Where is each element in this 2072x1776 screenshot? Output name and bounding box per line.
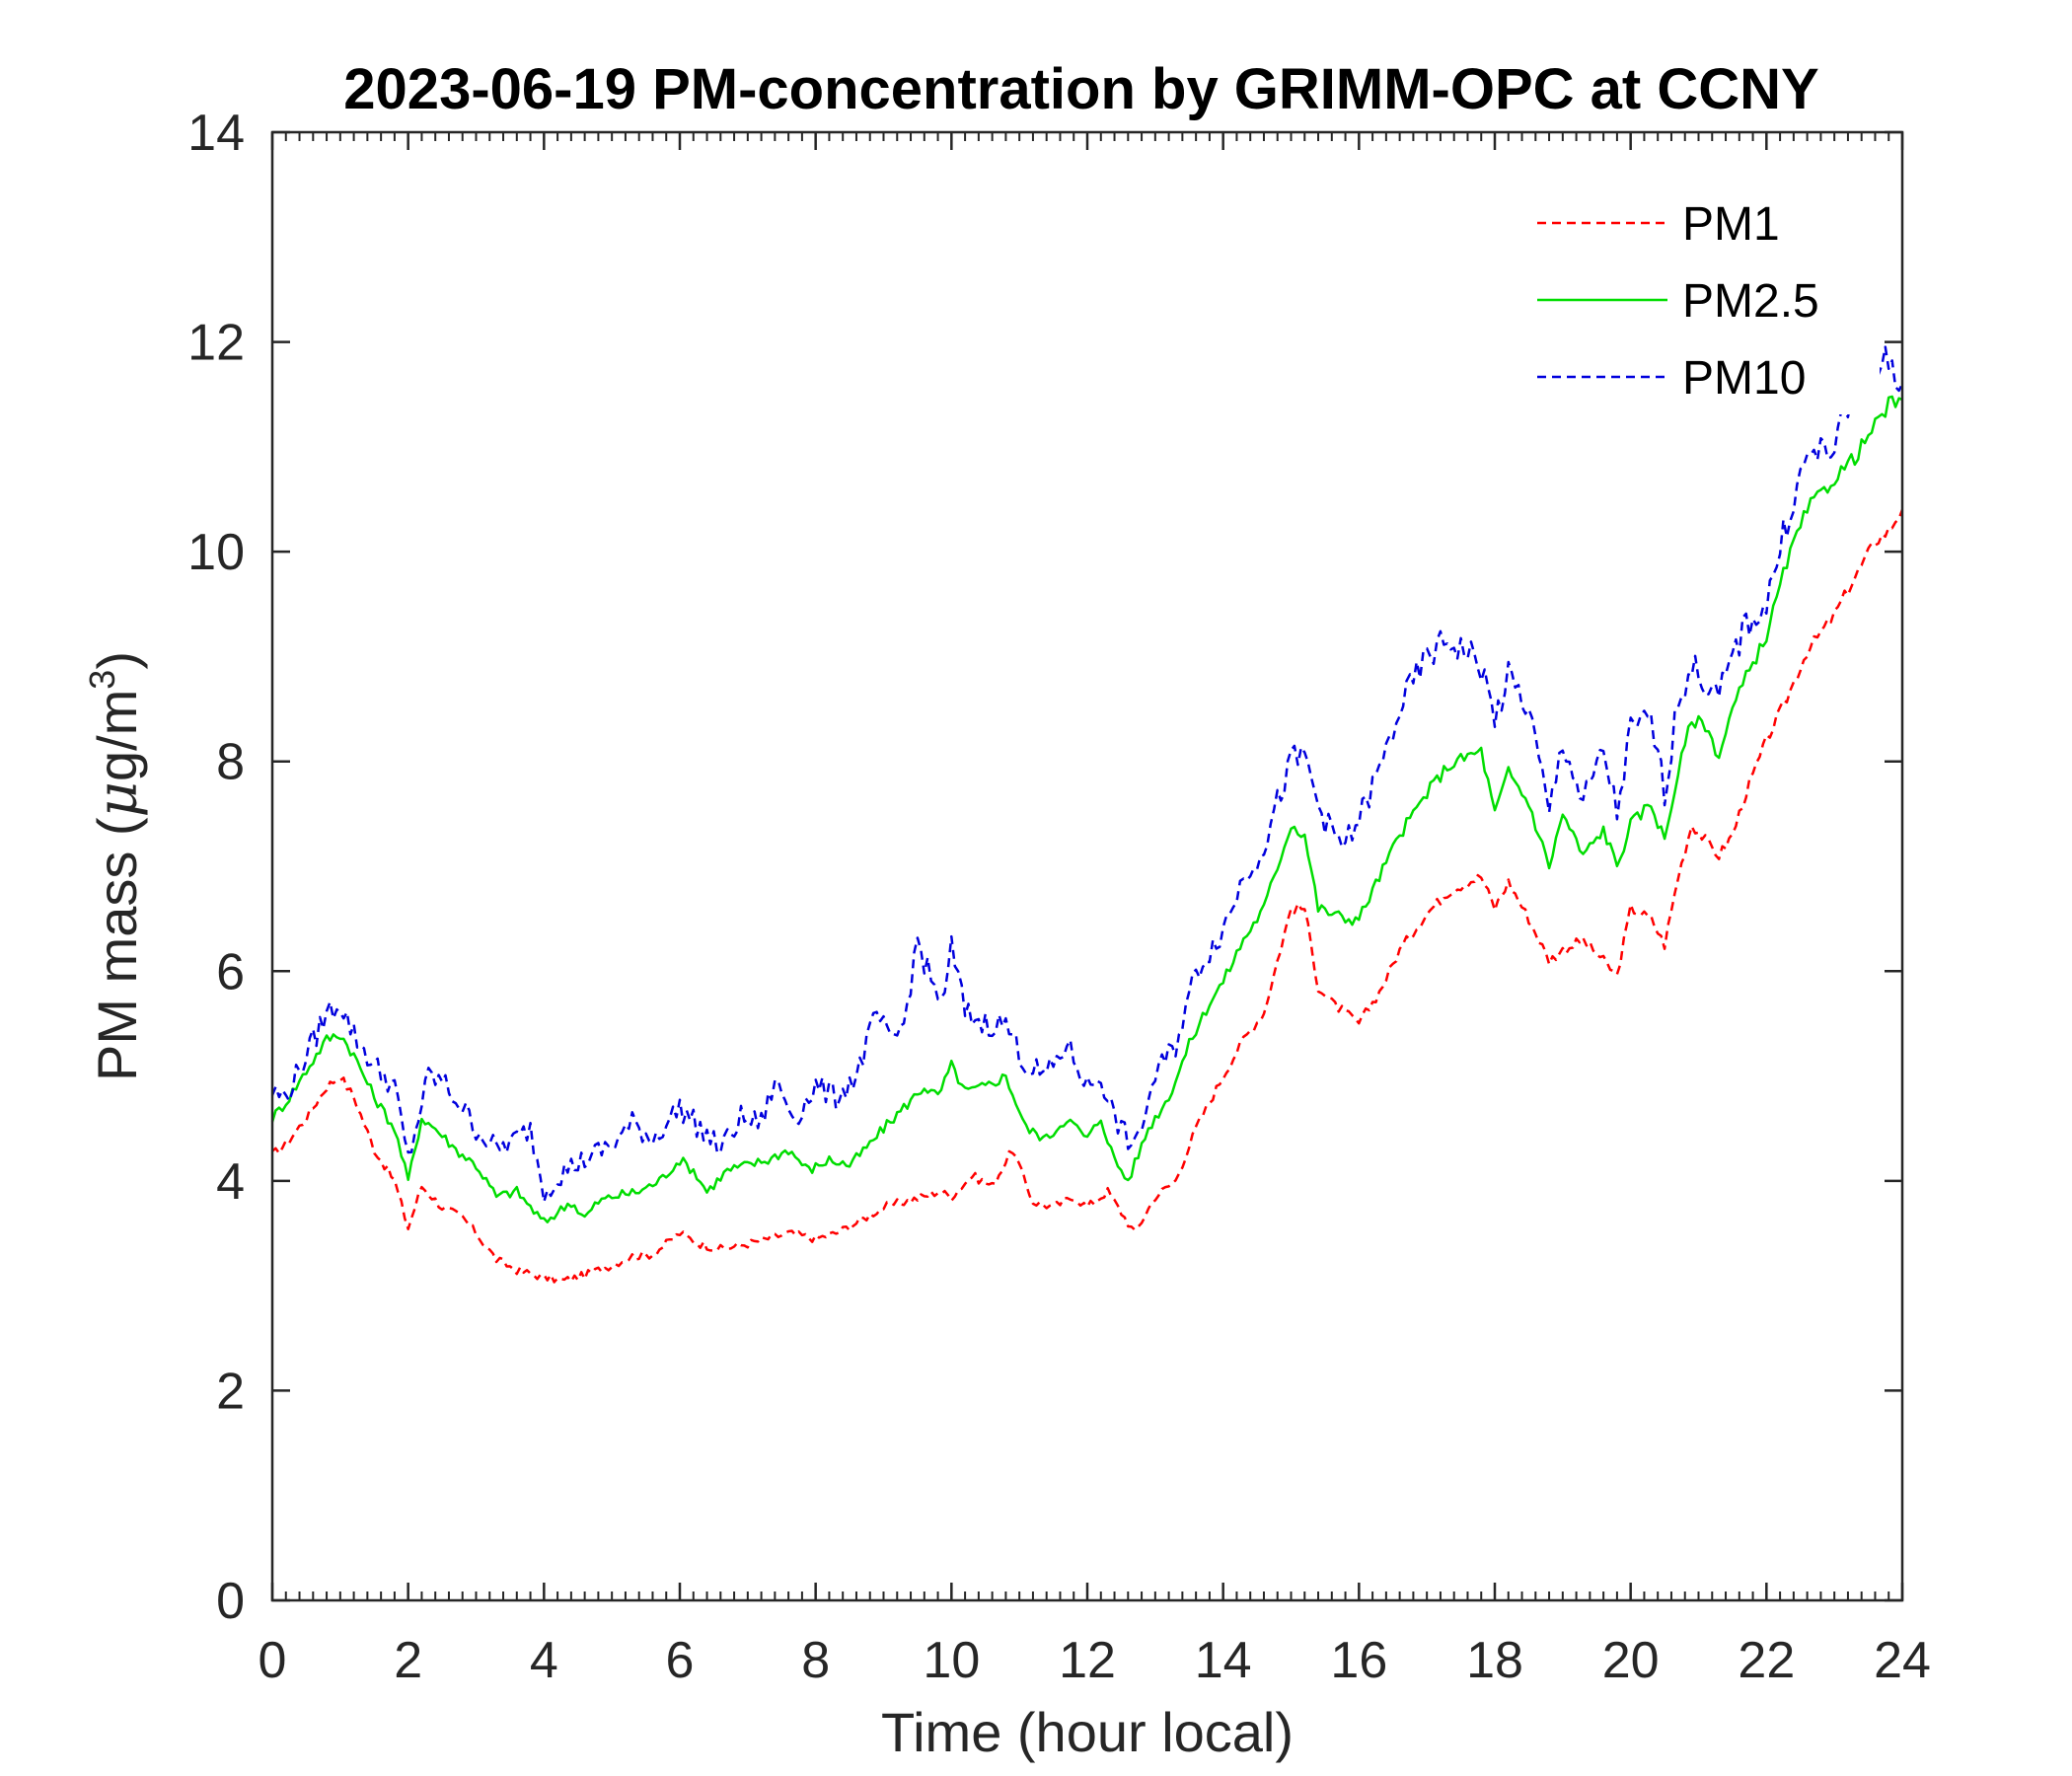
y-tick-label: 8	[216, 734, 245, 791]
legend-label: PM10	[1682, 352, 1806, 405]
x-tick-label: 18	[1466, 1632, 1523, 1689]
legend-label: PM1	[1682, 198, 1780, 251]
y-axis-label-suffix: )	[86, 651, 148, 670]
y-axis-label-mu: μ	[86, 781, 150, 817]
y-axis-label-prefix: PM mass (	[86, 817, 148, 1081]
chart-title: 2023-06-19 PM-concentration by GRIMM-OPC…	[343, 57, 1818, 121]
y-tick-label: 0	[216, 1573, 245, 1630]
x-tick-label: 6	[666, 1632, 695, 1689]
legend-box	[1515, 178, 1880, 414]
y-tick-label: 14	[187, 105, 245, 162]
y-tick-label: 4	[216, 1153, 245, 1211]
x-tick-label: 8	[801, 1632, 830, 1689]
x-axis-label: Time (hour local)	[881, 1701, 1294, 1763]
x-tick-label: 22	[1738, 1632, 1795, 1689]
series-line-pm10	[270, 345, 1904, 1204]
y-tick-label: 12	[187, 315, 245, 372]
x-tick-label: 16	[1330, 1632, 1387, 1689]
plot-frame	[270, 130, 1904, 1602]
legend-label: PM2.5	[1682, 275, 1819, 328]
x-tick-label: 14	[1195, 1632, 1252, 1689]
y-axis-label-unit: g/m	[86, 690, 148, 781]
x-tick-label: 10	[923, 1632, 980, 1689]
y-tick-label: 2	[216, 1363, 245, 1420]
legend: PM1 PM2.5 PM10	[1515, 178, 1880, 414]
x-tick-label: 0	[259, 1632, 287, 1689]
y-axis-label-superscript: 3	[82, 670, 122, 690]
x-tick-label: 24	[1874, 1632, 1931, 1689]
y-tick-label: 10	[187, 524, 245, 581]
series-line-pm25	[270, 395, 1903, 1223]
x-tick-label: 2	[394, 1632, 422, 1689]
y-tick-label: 6	[216, 943, 245, 1000]
y-axis-label: PM mass (μg/m3)	[82, 651, 150, 1081]
x-tick-label: 20	[1602, 1632, 1660, 1689]
x-tick-label: 12	[1059, 1632, 1116, 1689]
series-layer	[270, 345, 1904, 1284]
x-tick-label: 4	[530, 1632, 558, 1689]
